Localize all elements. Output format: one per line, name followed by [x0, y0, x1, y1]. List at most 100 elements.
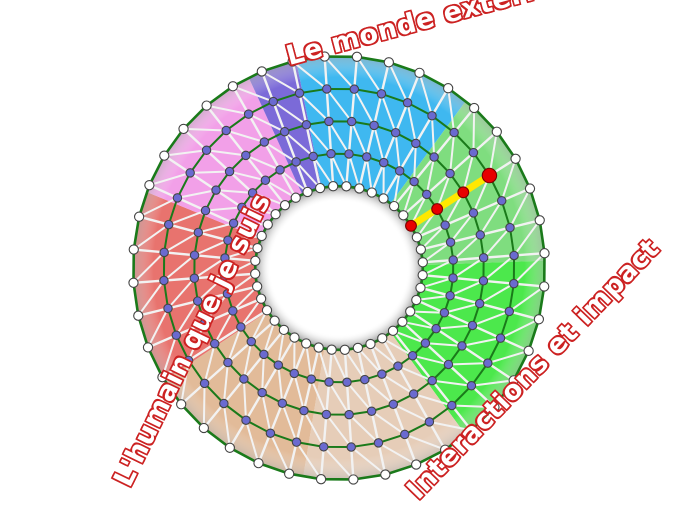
mesh-node[interactable]: [369, 120, 379, 131]
mesh-node[interactable]: [301, 120, 312, 130]
mesh-node[interactable]: [255, 293, 267, 304]
mesh-node[interactable]: [260, 175, 271, 186]
mesh-node[interactable]: [483, 358, 493, 368]
mesh-node[interactable]: [262, 219, 273, 230]
mesh-node[interactable]: [171, 330, 182, 340]
mesh-node[interactable]: [524, 183, 536, 194]
mesh-node[interactable]: [468, 147, 479, 158]
mesh-node[interactable]: [209, 338, 220, 349]
mesh-node[interactable]: [415, 282, 426, 293]
mesh-node[interactable]: [399, 429, 410, 440]
mesh-node[interactable]: [445, 237, 456, 247]
mesh-node[interactable]: [352, 342, 364, 354]
mesh-node[interactable]: [259, 137, 270, 147]
mesh-node[interactable]: [448, 273, 458, 283]
highlight-node[interactable]: [405, 219, 417, 232]
mesh-node[interactable]: [159, 247, 169, 258]
mesh-node[interactable]: [415, 244, 426, 255]
mesh-node[interactable]: [200, 205, 211, 216]
mesh-node[interactable]: [360, 374, 370, 385]
mesh-node[interactable]: [510, 153, 521, 164]
mesh-node[interactable]: [402, 98, 413, 108]
mesh-node[interactable]: [411, 459, 422, 470]
mesh-node[interactable]: [390, 127, 401, 138]
mesh-node[interactable]: [496, 196, 507, 206]
mesh-node[interactable]: [339, 344, 351, 355]
mesh-node[interactable]: [261, 305, 273, 316]
mesh-node[interactable]: [142, 342, 154, 353]
mesh-node[interactable]: [324, 377, 334, 387]
mesh-node[interactable]: [457, 341, 467, 351]
mesh-node[interactable]: [279, 200, 291, 211]
highlight-node[interactable]: [481, 167, 498, 184]
mesh-node[interactable]: [243, 109, 254, 119]
mesh-node[interactable]: [344, 149, 354, 159]
mesh-node[interactable]: [478, 253, 489, 263]
mesh-node[interactable]: [239, 374, 249, 384]
mesh-node[interactable]: [429, 152, 439, 162]
mesh-node[interactable]: [308, 151, 318, 162]
mesh-node[interactable]: [411, 138, 421, 149]
mesh-node[interactable]: [314, 182, 326, 194]
mesh-node[interactable]: [466, 425, 477, 436]
mesh-node[interactable]: [270, 209, 281, 220]
mesh-node[interactable]: [277, 398, 288, 409]
mesh-node[interactable]: [289, 332, 300, 343]
mesh-node[interactable]: [468, 102, 480, 114]
mesh-node[interactable]: [192, 296, 203, 306]
mesh-node[interactable]: [247, 188, 258, 198]
mesh-node[interactable]: [533, 314, 545, 325]
mesh-node[interactable]: [220, 253, 230, 263]
mesh-node[interactable]: [408, 389, 419, 399]
mesh-node[interactable]: [221, 125, 231, 136]
mesh-node[interactable]: [189, 273, 200, 283]
mesh-node[interactable]: [342, 377, 352, 387]
mesh-node[interactable]: [324, 116, 334, 127]
mesh-node[interactable]: [278, 324, 290, 336]
mesh-node[interactable]: [251, 281, 263, 292]
mesh-node[interactable]: [279, 126, 290, 137]
mesh-node[interactable]: [163, 219, 174, 230]
mesh-node[interactable]: [411, 232, 423, 243]
highlight-node[interactable]: [457, 186, 470, 199]
mesh-node[interactable]: [252, 243, 263, 254]
mesh-node[interactable]: [220, 271, 230, 281]
mesh-node[interactable]: [189, 250, 200, 260]
mesh-node[interactable]: [534, 215, 545, 226]
mesh-node[interactable]: [291, 437, 302, 447]
mesh-node[interactable]: [466, 381, 477, 391]
mesh-node[interactable]: [219, 398, 229, 409]
mesh-node[interactable]: [172, 193, 183, 203]
mesh-node[interactable]: [447, 400, 457, 411]
mesh-node[interactable]: [354, 183, 365, 194]
mesh-node[interactable]: [144, 180, 155, 191]
mesh-node[interactable]: [346, 442, 356, 452]
mesh-node[interactable]: [294, 88, 305, 98]
mesh-node[interactable]: [246, 336, 257, 347]
mesh-node[interactable]: [163, 303, 173, 314]
mesh-node[interactable]: [439, 307, 450, 318]
mesh-node[interactable]: [409, 176, 419, 187]
mesh-node[interactable]: [439, 444, 451, 455]
mesh-node[interactable]: [326, 149, 336, 159]
mesh-node[interactable]: [407, 350, 418, 361]
mesh-node[interactable]: [427, 375, 437, 386]
mesh-node[interactable]: [313, 342, 324, 353]
mesh-node[interactable]: [417, 257, 428, 268]
mesh-node[interactable]: [489, 401, 500, 413]
mesh-node[interactable]: [427, 111, 437, 121]
mesh-node[interactable]: [475, 230, 486, 240]
mesh-node[interactable]: [346, 116, 357, 127]
mesh-node[interactable]: [445, 290, 455, 301]
mesh-node[interactable]: [257, 387, 267, 398]
mesh-node[interactable]: [505, 222, 515, 233]
mesh-node[interactable]: [269, 315, 280, 326]
mesh-node[interactable]: [178, 123, 189, 135]
mesh-node[interactable]: [366, 406, 377, 416]
mesh-node[interactable]: [256, 66, 267, 77]
mesh-node[interactable]: [539, 281, 550, 292]
mesh-node[interactable]: [365, 338, 376, 350]
mesh-node[interactable]: [319, 51, 330, 62]
mesh-node[interactable]: [361, 152, 372, 162]
mesh-node[interactable]: [222, 289, 233, 299]
